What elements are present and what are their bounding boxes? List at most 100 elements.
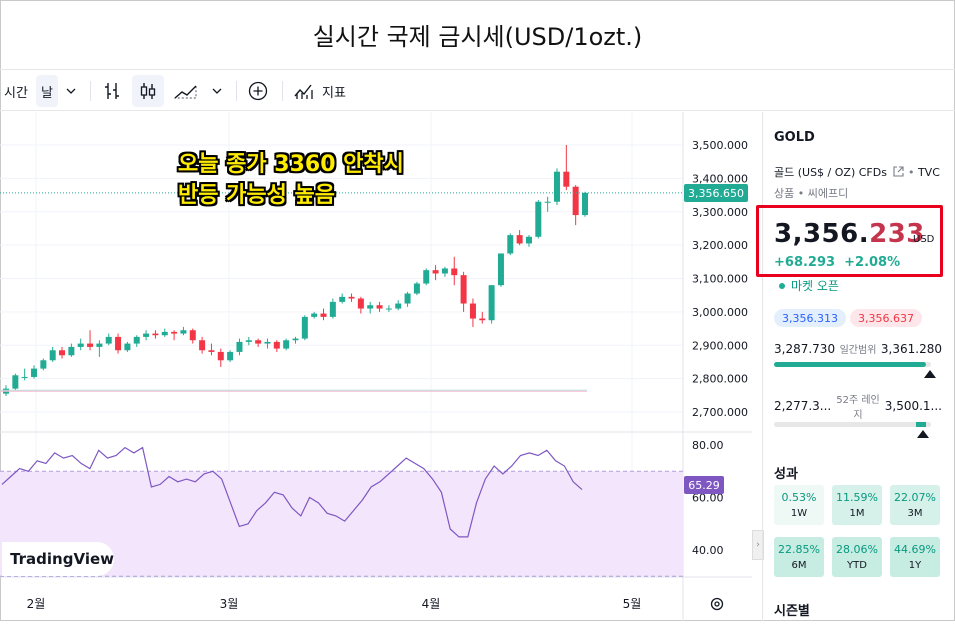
- performance-period: 1Y: [909, 560, 921, 571]
- rsi-tick-label: 40.00: [692, 544, 724, 557]
- candle-body: [246, 340, 252, 342]
- candle-body: [199, 340, 205, 350]
- candle-body: [106, 337, 112, 344]
- price-tick-label: 3,300.000: [692, 206, 748, 219]
- performance-cell-1m[interactable]: 11.59%1M: [832, 485, 882, 525]
- wk52-range-label: 52주 레인지: [832, 391, 884, 421]
- annotation-line-1: 오늘 종가 3360 안착시: [178, 146, 404, 178]
- annotation-line-2: 반등 가능성 높음: [178, 177, 335, 209]
- data-source: TVC: [918, 166, 940, 179]
- toolbar-divider: [282, 81, 283, 101]
- performance-cell-ytd[interactable]: 28.06%YTD: [832, 537, 882, 577]
- candle-body: [535, 202, 541, 237]
- symbol-name[interactable]: GOLD: [774, 130, 815, 145]
- price-main: 3,356.: [774, 219, 869, 249]
- candle-body: [227, 352, 233, 360]
- add-compare-icon[interactable]: [246, 75, 270, 107]
- performance-value: 11.59%: [836, 491, 878, 504]
- area-chart-icon[interactable]: [172, 75, 200, 107]
- indicators-button[interactable]: 지표: [294, 75, 346, 107]
- candle-body: [68, 347, 74, 355]
- indicators-icon: [294, 82, 316, 100]
- candle-body: [339, 297, 345, 302]
- candle-body: [40, 360, 46, 368]
- performance-period: 1W: [791, 508, 807, 519]
- day-range-row: 3,287.730 일간범위 3,361.280: [774, 341, 942, 356]
- day-range-label: 일간범위: [840, 341, 877, 356]
- day-high: 3,361.280: [881, 342, 942, 356]
- change-percent: +2.08%: [844, 255, 900, 270]
- change-absolute: +68.293: [774, 255, 835, 270]
- symbol-details-panel: GOLD 골드 (US$ / OZ) CFDs • TVC 상품 • 씨에프디 …: [762, 112, 953, 621]
- candle-body: [582, 193, 588, 215]
- symbol-description-row: 골드 (US$ / OZ) CFDs • TVC: [774, 164, 940, 180]
- time-tick-label: 2월: [27, 597, 46, 611]
- ask-price-pill: 3,356.637: [850, 309, 922, 327]
- candle-body: [171, 332, 177, 334]
- time-tick-label: 3월: [220, 597, 239, 611]
- bar-chart-icon[interactable]: [100, 75, 124, 107]
- candle-body: [479, 319, 485, 321]
- chevron-down-icon[interactable]: [208, 75, 226, 107]
- candle-body: [283, 340, 289, 348]
- candle-body: [367, 305, 373, 308]
- candle-body: [470, 304, 476, 319]
- candle-body: [274, 342, 280, 349]
- candle-body: [433, 270, 439, 273]
- performance-value: 22.07%: [894, 491, 936, 504]
- performance-cell-3m[interactable]: 22.07% 3M: [890, 485, 940, 525]
- chart-toolbar: 시간 날 지표: [0, 71, 955, 111]
- candle-body: [124, 344, 130, 351]
- candle-body: [134, 337, 140, 344]
- symbol-description[interactable]: 골드 (US$ / OZ) CFDs: [774, 166, 887, 179]
- day-range-fill: [774, 362, 926, 367]
- candle-body: [264, 342, 270, 344]
- candle-body: [489, 285, 495, 320]
- rsi-tick-label: 80.00: [692, 439, 724, 452]
- performance-cell-6m[interactable]: 22.85%6M: [774, 537, 824, 577]
- tradingview-logo[interactable]: TradingView: [2, 542, 114, 576]
- performance-cell-1y[interactable]: 44.69%1Y: [890, 537, 940, 577]
- candle-body: [143, 334, 149, 337]
- candle-body: [451, 268, 457, 275]
- candle-body: [50, 350, 56, 360]
- rsi-value-label: 65.29: [684, 476, 724, 494]
- price-tick-label: 3,000.000: [692, 306, 748, 319]
- wk52-high: 3,500.1...: [885, 399, 942, 413]
- candle-body: [255, 340, 261, 343]
- interval-button[interactable]: 날: [36, 75, 58, 107]
- wk52-range-marker-icon: [917, 430, 929, 438]
- candle-body: [302, 317, 308, 339]
- price-chart[interactable]: 3,500.0003,400.0003,300.0003,200.0003,10…: [0, 112, 752, 621]
- price-tick-label: 3,200.000: [692, 239, 748, 252]
- symbol-category: 상품 • 씨에프디: [774, 185, 848, 201]
- chevron-down-icon[interactable]: [62, 75, 80, 107]
- candle-body: [377, 305, 383, 308]
- candle-body: [358, 299, 364, 309]
- candlestick-icon[interactable]: [132, 75, 164, 107]
- candle-body: [517, 235, 523, 243]
- seasonal-title: 시즌별: [774, 600, 810, 619]
- external-link-icon[interactable]: [893, 166, 904, 177]
- page-title: 실시간 국제 금시세(USD/1ozt.): [0, 0, 955, 70]
- candle-body: [311, 314, 317, 317]
- candle-body: [330, 302, 336, 317]
- candle-body: [190, 330, 196, 340]
- price-tick-label: 2,900.000: [692, 339, 748, 352]
- candle-body: [442, 268, 448, 273]
- currency-label: USD: [913, 234, 934, 245]
- wk52-range-bar: [774, 422, 931, 427]
- performance-value: 28.06%: [836, 543, 878, 556]
- candle-body: [498, 253, 504, 285]
- settings-gear-icon[interactable]: [709, 596, 725, 612]
- performance-cell-1w[interactable]: 0.53%1W: [774, 485, 824, 525]
- candle-body: [31, 369, 37, 377]
- tradingview-logo-text: TradingView: [10, 550, 114, 568]
- candle-body: [526, 237, 532, 244]
- candle-body: [162, 332, 168, 335]
- market-status: 마켓 오픈: [779, 277, 839, 294]
- performance-period: 3M: [908, 508, 923, 519]
- day-range-bar: [774, 362, 931, 367]
- candle-body: [321, 314, 327, 317]
